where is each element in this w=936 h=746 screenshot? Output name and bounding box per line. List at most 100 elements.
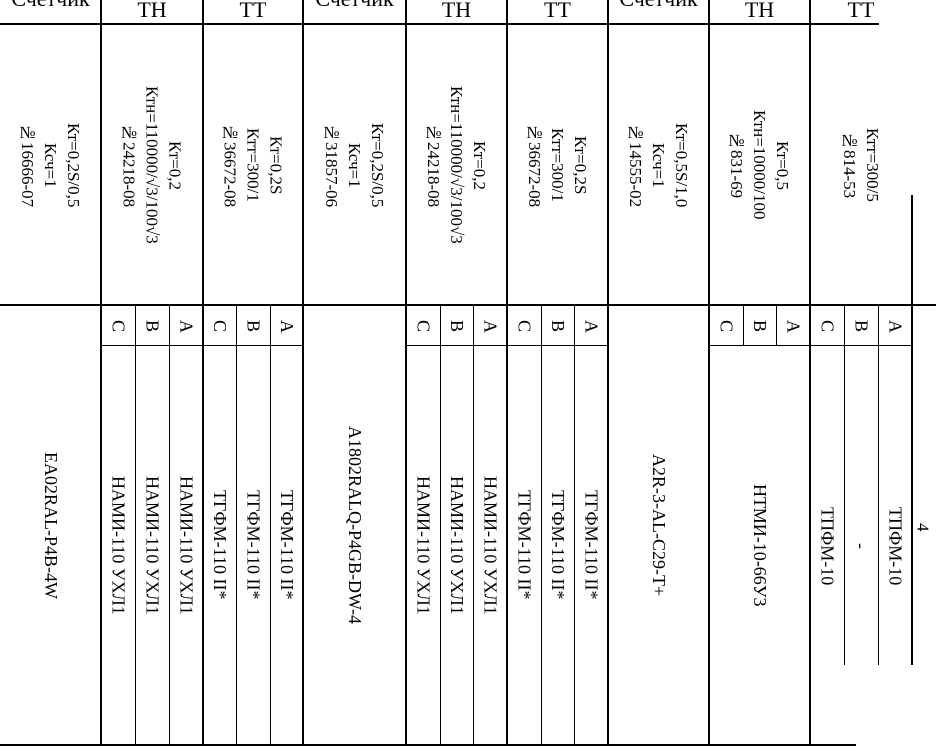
phase-letter-cell: A [169, 307, 203, 345]
param-line: Кт=0,2S [266, 135, 286, 195]
phase-letter-cell: C [203, 307, 236, 345]
meter-model: A1802RALQ-P4GB-DW-4 [345, 426, 365, 624]
table-rule [169, 305, 170, 745]
phase-letter: A [176, 319, 197, 333]
param-line: Ктт=300/5 [863, 128, 882, 202]
tt-header: ТТ [847, 0, 875, 22]
param-line: Ктт=300/1 [548, 128, 567, 202]
tn-params-cell: Кт=0,5 Ктн=10000/100 №831-69 [709, 26, 810, 304]
tn-model: НТМИ-10-66У3 [750, 483, 770, 607]
phase-letter: B [547, 319, 568, 332]
meter-header: Счетчик [303, 0, 406, 12]
param-line: Кт=0,2S/0,5 [368, 122, 387, 208]
table-rule [135, 305, 136, 745]
params-text: Кт=0,2 Ктн=110000/√3/100√3 №24218-08 [422, 86, 491, 244]
tt-params-cell: Ктт=300/5 №814-53 [810, 26, 912, 304]
table-rule [810, 345, 912, 346]
phase-letter: C [413, 319, 434, 332]
table-rule [236, 305, 237, 745]
table-rule [0, 23, 879, 25]
phase-model: - [851, 543, 872, 549]
tn-params-cell: Кт=0,2 Ктн=110000/√3/100√3 №24218-08 [101, 26, 203, 304]
table-rule [270, 305, 271, 745]
param-line: Кт=0,5 [773, 140, 792, 190]
tt-params-cell: Кт=0,2S Ктт=300/1 №36672-08 [203, 26, 303, 304]
phase-letter: A [581, 319, 602, 333]
table-rule [743, 305, 744, 345]
param-line: №831-69 [727, 131, 746, 199]
param-line: Ктн=110000/√3/100√3 [142, 86, 162, 244]
param-line: №16666-07 [18, 122, 37, 208]
param-line: Ктт=300/1 [243, 128, 263, 202]
table-rule [405, 0, 407, 746]
param-line: Кт=0,2S/0,5 [64, 122, 83, 208]
table-rule [708, 0, 710, 746]
phase-model-cell: НАМИ-110 УХЛ1 [473, 346, 507, 744]
param-line: Ктн=10000/100 [750, 110, 769, 220]
phase-letter-cell: C [406, 307, 440, 345]
phase-model: ТПФМ-10 [817, 506, 838, 586]
phase-model: ТГФМ-110 II* [581, 490, 602, 600]
phase-letter: C [716, 319, 737, 332]
param-line: №36672-08 [220, 122, 240, 208]
meter-model-cell: EA02RAL-P4B-4W [0, 307, 101, 743]
table-rule [911, 195, 913, 665]
phase-model-cell: ТГФМ-110 II* [203, 346, 236, 744]
table-rule [709, 345, 810, 346]
phase-model: НАМИ-110 УХЛ1 [480, 475, 501, 615]
phase-letter: C [108, 319, 129, 332]
phase-model-cell: НАМИ-110 УХЛ1 [135, 346, 169, 744]
phase-letter: A [480, 319, 501, 333]
table-rule [101, 345, 203, 346]
meter-model-cell: A2R-3-AL-C29-T+ [608, 307, 709, 743]
param-line: Кт=0,2 [470, 140, 489, 190]
phase-letter-cell: C [810, 307, 844, 345]
phase-model: ТГФМ-110 II* [243, 490, 264, 600]
phase-model: ТГФМ-110 II* [547, 490, 568, 600]
params-text: Кт=0,2S/0,5 Ксч=1 №31857-06 [320, 123, 389, 207]
params-text: Кт=0,2S Ктт=300/1 №36672-08 [219, 123, 288, 207]
table-rule [406, 345, 507, 346]
params-text: Кт=0,2 Ктн=110000/√3/100√3 №24218-08 [118, 86, 187, 244]
phase-letter: A [885, 319, 906, 333]
param-line: №14555-02 [626, 122, 645, 208]
table-rule [100, 0, 102, 746]
phase-model-cell: НАМИ-110 УХЛ1 [406, 346, 440, 744]
phase-model: ТГФМ-110 II* [514, 490, 535, 600]
param-line: №24218-08 [119, 122, 139, 208]
phase-letter-cell: B [236, 307, 269, 345]
table-rule [878, 305, 879, 665]
phase-letter-cell: C [507, 307, 541, 345]
params-text: Кт=0,2S/0,5 Ксч=1 №16666-07 [16, 123, 85, 207]
phase-model: НАМИ-110 УХЛ1 [108, 475, 129, 615]
phase-model-cell: ТПФМ-10 [810, 346, 844, 746]
tt-params-cell: Кт=0,2S Ктт=300/1 №36672-08 [507, 26, 608, 304]
table-rule [302, 0, 304, 746]
phase-letter-cell: B [743, 307, 777, 345]
phase-letter-cell: A [878, 307, 912, 345]
meter-params-cell: Кт=0,5S/1,0 Ксч=1 №14555-02 [608, 26, 709, 304]
tn-header: ТН [137, 0, 167, 22]
table-rule [0, 304, 936, 306]
table-rule [473, 305, 474, 745]
phase-model-cell: НАМИ-110 УХЛ1 [101, 346, 135, 744]
param-line: Кт=0,2 [165, 140, 185, 190]
phase-model-cell: ТГФМ-110 II* [541, 346, 575, 744]
param-line: №814-53 [840, 131, 859, 199]
phase-letter-cell: B [844, 307, 878, 345]
phase-model: НАМИ-110 УХЛ1 [413, 475, 434, 615]
phase-letter: C [817, 319, 838, 332]
param-line: Ксч=1 [649, 142, 668, 188]
meter-header: Счетчик [0, 0, 101, 12]
phase-model-cell: НАМИ-110 УХЛ1 [169, 346, 203, 744]
meter-params-cell: Кт=0,2S/0,5 Ксч=1 №31857-06 [303, 26, 406, 304]
param-line: Кт=0,5S/1,0 [672, 122, 691, 208]
tt-header: ТТ [544, 0, 571, 22]
params-text: Кт=0,2S Ктт=300/1 №36672-08 [523, 123, 592, 207]
meter-model-cell: A1802RALQ-P4GB-DW-4 [303, 307, 406, 743]
param-line: Ксч=1 [41, 142, 60, 188]
params-text: Кт=0,5 Ктн=10000/100 №831-69 [725, 110, 794, 220]
table-rule [844, 305, 845, 665]
param-line: Кт=0,2S [571, 135, 590, 195]
phase-model-cell: ТГФМ-110 II* [270, 346, 303, 744]
